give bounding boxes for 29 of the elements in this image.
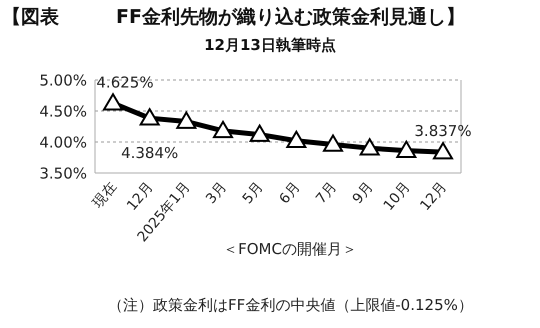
x-tick-label: 3月 [203,179,230,208]
x-tick-label: 9月 [350,179,377,208]
y-tick-label: 4.50% [39,102,87,120]
point [176,112,196,129]
y-tick-label: 5.00% [39,71,87,90]
point [140,108,160,126]
x-axis-title: ＜FOMCの開催月＞ [223,240,357,258]
x-tick-label: 7月 [313,179,340,208]
y-tick-label: 4.00% [39,133,87,152]
chart-subtitle: 12月13日執筆時点 [203,36,337,55]
point [396,140,416,158]
data-label: 4.384% [121,144,178,162]
y-tick-label: 3.50% [39,164,87,182]
point [213,120,233,138]
data-label: 3.837% [414,122,472,140]
x-tick-label: 5月 [240,179,267,208]
x-tick-label: 現在 [90,179,120,212]
point [250,124,270,142]
point [103,93,123,111]
chart-title: 【図表 FF金利先物が織り込む政策金利見通し】 [1,5,466,30]
x-tick-label: 6月 [276,179,304,208]
point [433,142,453,160]
x-tick-label: 10月 [380,179,414,214]
point [323,134,343,152]
point [360,138,380,156]
x-tick-label: 12月 [417,179,450,214]
point [286,130,306,148]
text: （注）政策金利はFF金利の中央値（上限値-0.125%） [108,296,473,315]
data-label: 4.625% [96,73,154,92]
